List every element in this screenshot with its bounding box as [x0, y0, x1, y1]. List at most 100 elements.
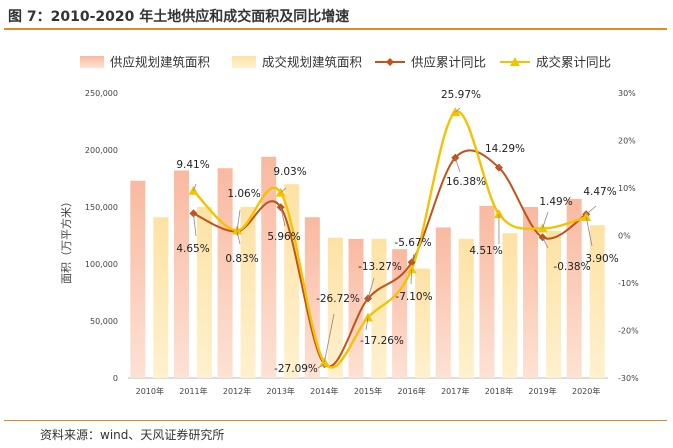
title-divider [4, 28, 667, 30]
y2-tick-label: -30% [618, 374, 639, 383]
leader-line [365, 317, 369, 331]
leader-line [280, 207, 286, 227]
source-note: 资料来源：wind、天风证券研究所 [40, 428, 225, 442]
chart-title: 图 7：2010-2020 年土地供应和成交面积及同比增速 [8, 9, 350, 25]
x-tick-label: 2014年 [310, 386, 338, 396]
x-tick-label: 2019年 [528, 386, 556, 396]
leader-line [367, 277, 375, 299]
leader-line [323, 313, 335, 363]
data-label: 4.65% [176, 243, 209, 255]
data-label: -17.26% [360, 335, 404, 347]
leader-line [411, 253, 415, 263]
bar-deal [589, 225, 605, 378]
data-label: -5.67% [394, 237, 431, 249]
leader-line [410, 269, 413, 285]
legend-swatch-1 [232, 56, 256, 68]
data-label: -7.10% [395, 291, 432, 303]
leader-line [236, 231, 241, 245]
x-tick-label: 2010年 [136, 386, 164, 396]
y2-tick-label: -10% [618, 279, 639, 288]
data-label: 4.51% [469, 245, 502, 257]
leader-line [193, 183, 197, 191]
leader-line [280, 187, 287, 193]
data-label: 1.49% [539, 196, 572, 208]
bar-supply [435, 227, 451, 378]
bar-deal [415, 268, 431, 378]
marker-deal [363, 312, 373, 322]
data-label: 14.29% [485, 143, 525, 155]
y-tick-label: 100,000 [85, 260, 118, 269]
bar-deal [546, 230, 562, 378]
data-label: 1.06% [227, 188, 260, 200]
leader-line [455, 107, 461, 113]
y2-tick-label: 10% [618, 184, 636, 193]
bar-supply [130, 180, 146, 378]
marker-deal [581, 211, 592, 221]
footer-divider [4, 420, 667, 421]
x-tick-label: 2012年 [223, 386, 251, 396]
leader-line [498, 163, 501, 168]
leader-line [193, 213, 197, 237]
data-label: 25.97% [441, 89, 481, 101]
leader-line [542, 211, 549, 229]
y-tick-label: 0 [113, 374, 118, 383]
legend-marker-3 [510, 57, 520, 66]
x-tick-label: 2015年 [354, 386, 382, 396]
leader-line [454, 157, 461, 173]
x-tick-label: 2011年 [179, 386, 207, 396]
bar-supply [261, 156, 277, 378]
leader-line [236, 209, 241, 231]
bar-supply [479, 205, 495, 378]
y2-tick-label: 20% [618, 137, 636, 146]
data-label: 3.90% [585, 253, 618, 265]
data-label: -26.72% [316, 293, 360, 305]
bar-deal [458, 238, 474, 378]
legend-marker-2 [386, 58, 394, 66]
leader-line [585, 216, 593, 247]
marker-deal [493, 209, 504, 219]
legend-label-1: 成交规划建筑面积 [262, 55, 362, 70]
y2-tick-label: 30% [618, 89, 636, 98]
data-label: 4.47% [583, 186, 616, 198]
leader-line [542, 237, 549, 249]
leader-line [585, 205, 597, 215]
y-axis-label: 面积（万平方米） [59, 196, 73, 284]
legend-swatch-0 [80, 56, 104, 68]
bar-supply [566, 199, 582, 378]
bar-deal [240, 207, 256, 378]
data-label: -13.27% [358, 261, 402, 273]
y-tick-label: 250,000 [85, 89, 118, 98]
data-label: 9.41% [176, 159, 209, 171]
y-tick-label: 200,000 [85, 146, 118, 155]
bar-supply [173, 170, 189, 378]
bar-deal [284, 184, 300, 378]
x-tick-label: 2017年 [441, 386, 469, 396]
bar-supply [523, 207, 539, 378]
legend-label-0: 供应规划建筑面积 [110, 55, 210, 70]
x-tick-label: 2020年 [572, 386, 600, 396]
bar-deal [153, 217, 169, 378]
data-label: 5.96% [267, 231, 300, 243]
y2-tick-label: -20% [618, 327, 639, 336]
legend-label-3: 成交累计同比 [536, 55, 611, 70]
bar-supply [392, 249, 408, 378]
bar-deal [502, 233, 518, 378]
data-label: 16.38% [446, 176, 486, 188]
line-supply-yoy [193, 149, 587, 368]
data-label: -0.38% [553, 261, 590, 273]
data-label: -27.09% [274, 363, 318, 375]
y-tick-label: 50,000 [90, 317, 118, 326]
x-tick-label: 2016年 [397, 386, 425, 396]
x-tick-label: 2013年 [267, 386, 295, 396]
data-label: 0.83% [225, 253, 258, 265]
y2-tick-label: 0% [618, 232, 631, 241]
legend-label-2: 供应累计同比 [411, 55, 486, 70]
marker-deal [406, 264, 417, 274]
leader-line [317, 363, 325, 369]
x-tick-label: 2018年 [485, 386, 513, 396]
data-label: 9.03% [273, 166, 306, 178]
bar-deal [327, 237, 343, 378]
bar-deal [196, 207, 212, 378]
y-tick-label: 150,000 [85, 203, 118, 212]
